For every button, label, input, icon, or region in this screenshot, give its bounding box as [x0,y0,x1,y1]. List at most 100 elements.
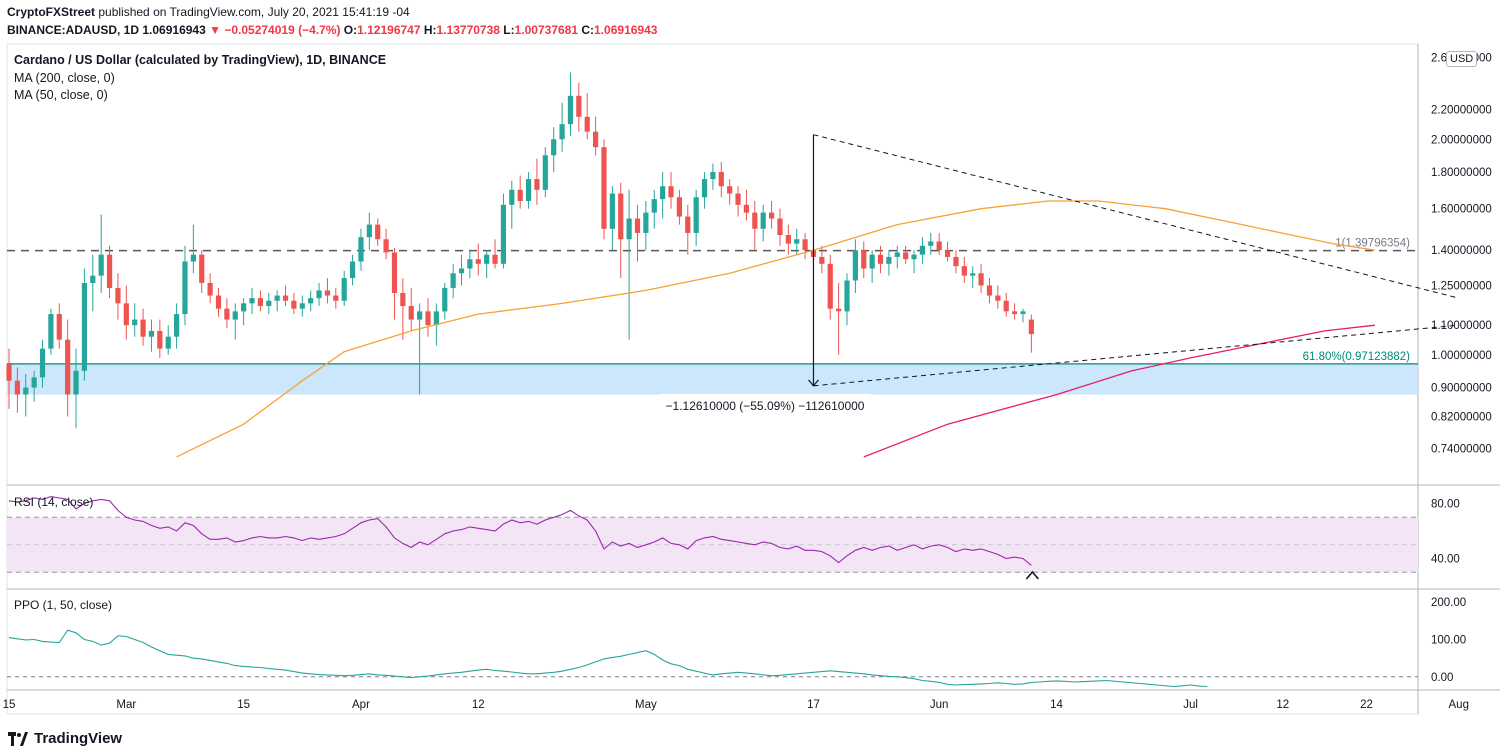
candle-body [132,319,138,326]
candle-body [961,266,967,276]
time-axis-tick: 22 [1360,699,1373,711]
candle-body [199,254,205,283]
price-axis-tick: 0.82000000 [1431,412,1492,424]
candle-body [542,155,548,190]
candle-body [56,314,62,340]
candle-body [886,256,892,264]
candle-body [324,290,331,296]
candle-body [752,212,758,229]
candle-body [6,364,12,381]
last-price: 1.06916943 [142,23,206,37]
candle-body [433,311,439,326]
candle-body [207,282,213,296]
candle-body [710,172,716,180]
candle-body [785,235,791,244]
currency-badge[interactable]: USD [1446,51,1478,67]
candle-body [584,116,590,132]
time-axis-tick: May [635,699,657,711]
candle-body [953,256,959,267]
price-axis-tick: 1.40000000 [1431,245,1492,257]
candle-body [534,179,540,190]
candle-body [65,339,71,395]
ppo-axis-tick: 100.00 [1431,635,1466,647]
price-axis-tick: 1.80000000 [1431,167,1492,179]
candle-body [425,311,431,326]
candle-body [417,311,423,320]
candle-body [106,254,113,288]
time-axis[interactable]: 15 Mar 15 Apr 12 May 17 Jun 14 Jul 12 22 Aug [3,699,1469,711]
candle-body [81,282,88,371]
candle-body [366,224,372,238]
candle-body [634,218,641,233]
candle-body [877,254,884,264]
candle-body [299,303,305,309]
candle-body [861,250,867,269]
open-label: O: [343,23,358,37]
candle-body [718,172,724,187]
candle-body [458,268,465,274]
candle-body [609,193,615,229]
candle-body [308,298,314,304]
candle-body [919,245,926,255]
brand-name: TradingView [34,730,123,747]
main-price-panel[interactable]: 61.80%(0.97123882)1(1.39796354)2.6000000… [6,53,1492,458]
candle-body [224,308,230,320]
candle-body [241,303,247,312]
candle-body [257,298,263,306]
candle-body [978,273,984,286]
time-axis-tick: 12 [472,699,485,711]
fib-61.8-label: 61.80%(0.97123882) [1303,351,1411,363]
candle-body [48,314,54,349]
candle-body [651,199,657,213]
candle-body [249,298,255,304]
candle-body [869,254,875,269]
ma200-line [863,324,1375,458]
candle-body [593,131,599,148]
support-zone [7,363,1418,395]
candle-body [1020,311,1026,315]
candle-body [157,330,163,349]
candle-body [693,197,699,233]
close-label: C: [581,23,595,37]
candle-body [936,241,942,251]
candle-body [626,218,632,240]
candle-body [768,212,775,219]
tradingview-logo-icon [8,731,28,746]
candle-body [450,273,456,288]
published-text: published on TradingView.com, July 20, 2… [98,5,410,19]
measure-arrow-icon [808,379,819,387]
candle-body [911,254,917,260]
price-axis-tick: 0.90000000 [1431,383,1492,395]
footer-branding: TradingView [8,730,122,747]
candle-body [467,259,473,269]
candle-body [852,250,858,281]
legend-title: Cardano / US Dollar (calculated by Tradi… [14,53,387,67]
candle-body [98,254,104,276]
candle-body [559,124,565,140]
candle-body [1003,300,1009,312]
candle-body [375,224,381,240]
candle-body [1012,311,1018,315]
candle-body [282,295,289,301]
candle-body [383,239,389,253]
candle-body [894,252,900,257]
candle-body [735,193,741,205]
ppo-panel[interactable]: 200.00 100.00 0.00 [7,597,1466,688]
candle-body [676,197,682,217]
symbol-quote-line: BINANCE:ADAUSD, 1D 1.06916943 ▼ −0.05274… [7,21,657,39]
rsi-axis-tick: 40.00 [1431,554,1460,566]
ppo-axis-tick: 0.00 [1431,672,1453,684]
candle-body [760,212,766,229]
candle-body [551,139,557,156]
candle-body [601,147,607,229]
candle-body [90,275,96,283]
low-value: 1.00737681 [514,23,579,37]
candle-body [836,308,842,312]
candle-body [819,256,825,264]
candle-body [970,273,976,276]
symbol-name: BINANCE:ADAUSD, 1D [7,23,140,37]
candle-body [727,186,733,194]
candle-body [349,261,356,279]
rsi-panel[interactable]: 80.00 40.00 [7,496,1460,580]
